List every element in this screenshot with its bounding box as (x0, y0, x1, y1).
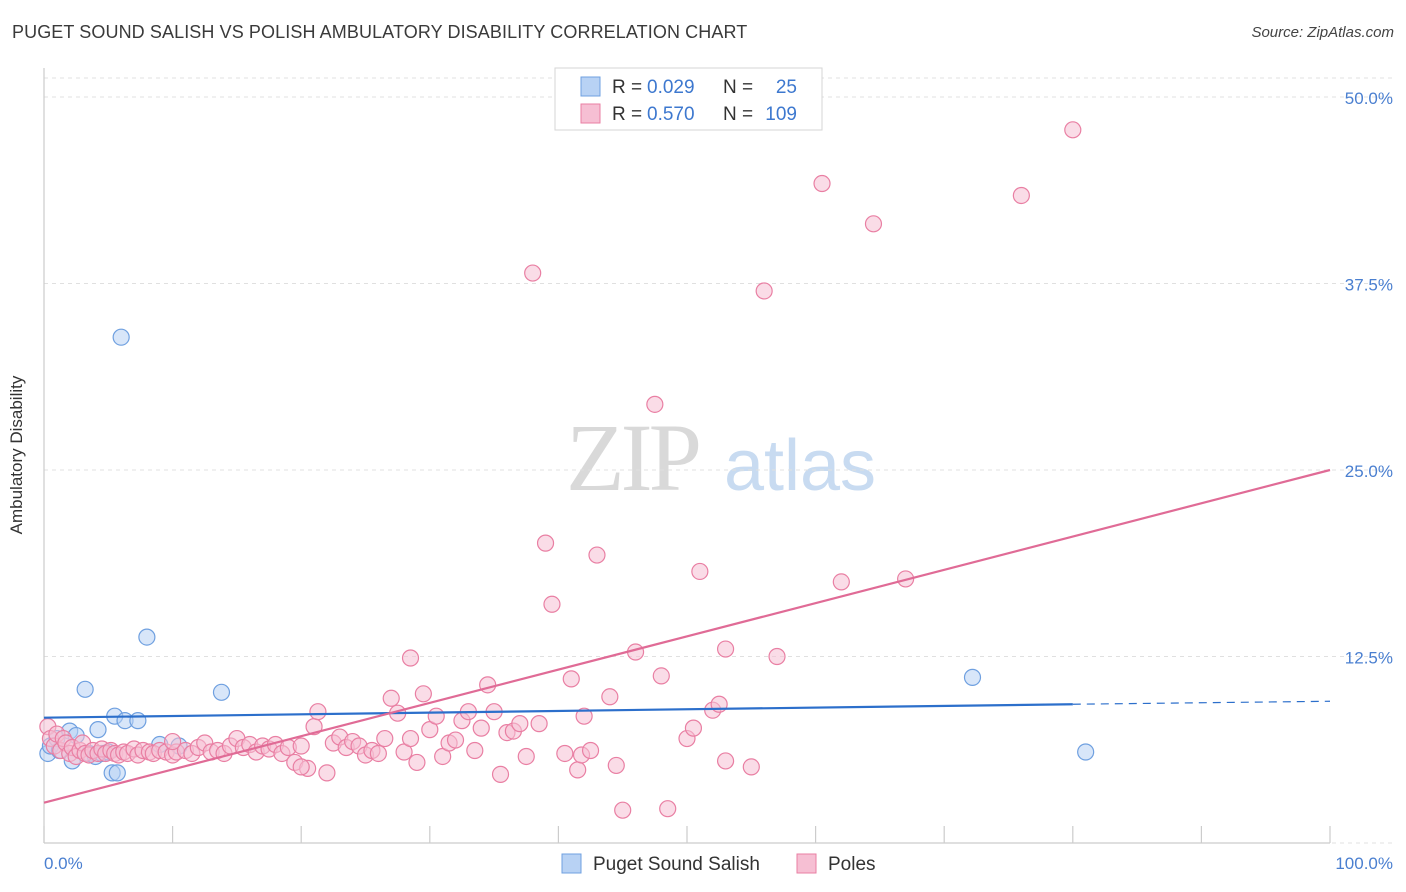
x-tick-label: 100.0% (1335, 854, 1393, 873)
x-tick-label: 0.0% (44, 854, 83, 873)
legend-n-value: 109 (765, 104, 797, 125)
data-point (138, 628, 156, 646)
data-point (1064, 121, 1082, 139)
data-point (401, 649, 420, 667)
legend-swatch (580, 103, 601, 124)
trend-line-poles (43, 468, 1331, 804)
data-point (530, 715, 548, 733)
y-tick-label: 50.0% (1345, 89, 1393, 108)
data-point (768, 647, 786, 666)
watermark-zip: ZIP (566, 404, 699, 511)
data-point (601, 688, 619, 706)
data-point (472, 719, 490, 737)
y-tick-label: 37.5% (1345, 276, 1393, 295)
legend-swatch (580, 76, 601, 97)
data-point (755, 282, 773, 300)
data-point (511, 715, 529, 733)
data-point (376, 729, 394, 748)
data-point (614, 801, 632, 819)
data-point (569, 761, 587, 779)
legend-r-label: R = (612, 77, 642, 98)
data-point (646, 395, 664, 413)
data-point (556, 744, 574, 763)
data-point (427, 707, 445, 725)
trend-line-puget-sound-salish (43, 703, 1073, 719)
data-point (659, 800, 677, 818)
data-point (581, 741, 600, 760)
data-point (517, 747, 535, 766)
data-point (832, 573, 850, 591)
legend-n-label: N = (723, 77, 753, 98)
y-tick-label: 12.5% (1345, 649, 1393, 668)
data-point (292, 758, 310, 776)
chart-title: PUGET SOUND SALISH VS POLISH AMBULATORY … (12, 22, 748, 42)
data-point (864, 215, 883, 233)
data-point (536, 534, 555, 552)
data-point (607, 756, 625, 775)
bottom-legend-label: Poles (828, 854, 876, 875)
data-point (1012, 186, 1030, 205)
legend-r-label: R = (612, 104, 642, 125)
legend-r-value: 0.029 (647, 77, 695, 98)
data-point (742, 758, 760, 776)
data-point (562, 670, 580, 688)
data-point (491, 765, 510, 783)
data-point (684, 719, 703, 737)
bottom-legend-swatch (561, 853, 582, 874)
data-point (588, 546, 606, 564)
data-point (543, 595, 561, 613)
data-point (76, 680, 94, 698)
data-point (716, 640, 735, 658)
data-point (164, 732, 182, 751)
data-point (691, 562, 709, 581)
source-label: Source: ZipAtlas.com (1251, 24, 1394, 41)
data-point (446, 731, 465, 749)
data-point (963, 668, 982, 686)
data-point (1077, 743, 1095, 761)
legend-n-value: 25 (776, 77, 797, 98)
legend-r-value: 0.570 (647, 104, 695, 125)
bottom-legend-label: Puget Sound Salish (593, 854, 760, 875)
series-puget-sound-salish (39, 328, 1095, 782)
data-point (108, 764, 126, 782)
data-point (309, 703, 327, 721)
trend-line-extension (1072, 700, 1331, 705)
y-tick-label: 25.0% (1345, 462, 1393, 481)
data-point (524, 264, 542, 282)
data-point (414, 685, 432, 703)
data-point (318, 764, 336, 782)
data-point (401, 729, 420, 748)
data-point (652, 667, 670, 685)
data-point (129, 712, 147, 730)
data-point (89, 721, 107, 739)
data-point (466, 741, 484, 760)
data-point (112, 328, 130, 346)
watermark-atlas: atlas (724, 426, 876, 506)
data-point (292, 737, 310, 755)
data-point (813, 174, 831, 193)
data-point (408, 753, 426, 772)
data-point (212, 683, 231, 701)
data-point (382, 689, 400, 707)
legend-n-label: N = (723, 104, 753, 125)
bottom-legend-swatch (796, 853, 817, 874)
data-point (575, 707, 593, 725)
data-point (716, 752, 735, 770)
data-point (369, 744, 387, 763)
